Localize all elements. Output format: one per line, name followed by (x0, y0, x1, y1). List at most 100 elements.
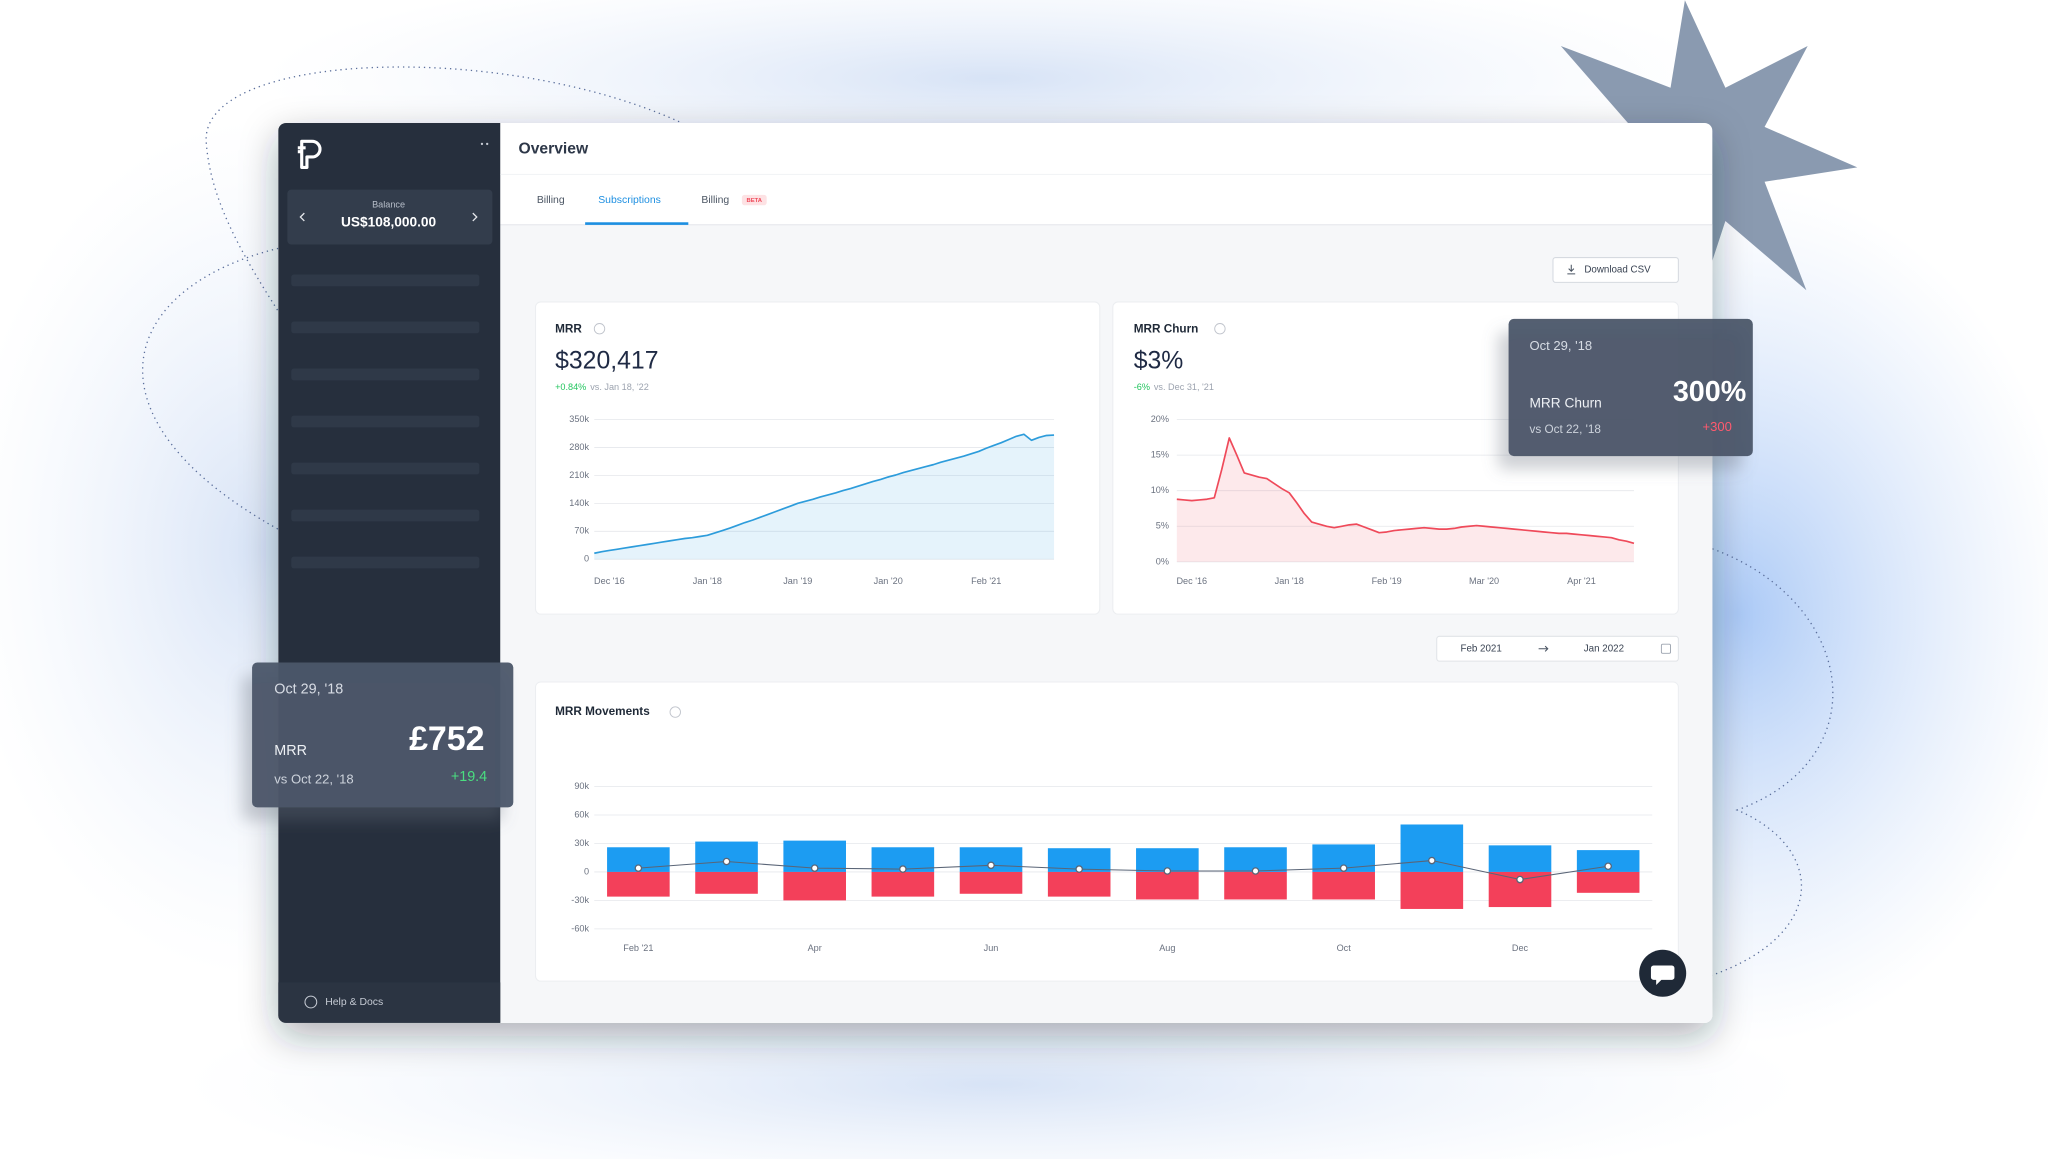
tooltip-box (252, 662, 514, 808)
x-tick-label: Oct (1337, 943, 1352, 953)
bar (1136, 848, 1199, 872)
x-tick-label: Dec '16 (594, 576, 625, 586)
tooltip-comparison: vs Oct 22, '18 (274, 771, 353, 786)
date-to[interactable]: Jan 2022 (1584, 643, 1624, 654)
charts: 0 70k 140k 210k 280k 350k Dec '16 Jan '18 Jan '1… (569, 414, 1653, 953)
info-icon[interactable] (669, 706, 681, 718)
y-tick-label: 0% (1156, 556, 1169, 566)
tooltip (1508, 318, 1753, 457)
x-tick-label: Apr (808, 943, 822, 953)
card-title: MRR Movements (555, 705, 650, 718)
x-tick-label: Mar '20 (1469, 576, 1499, 586)
card (534, 681, 1679, 982)
decor-curve (142, 247, 279, 530)
y-tick-label: 280k (569, 442, 589, 452)
y-tick-label: 350k (569, 414, 589, 424)
change: -6% (1134, 383, 1150, 393)
window-content: Balance US$108,000.00 Help & Docs Overvi… (278, 123, 1713, 1023)
date-range[interactable] (1436, 635, 1679, 662)
prev-arrow[interactable] (299, 212, 305, 222)
help-bar (278, 982, 501, 1023)
y-tick-label: 15% (1151, 450, 1169, 460)
x-tick-label: Jan '18 (1275, 576, 1304, 586)
tooltip-value: 300% (1673, 376, 1746, 408)
divider (500, 173, 1713, 175)
y-tick-label: 5% (1156, 521, 1169, 531)
bar (695, 871, 758, 894)
tab-underline (585, 222, 689, 225)
bar (1400, 871, 1464, 909)
x-tick-label: Dec (1512, 943, 1529, 953)
menu-dot[interactable] (480, 142, 484, 146)
bar (1312, 871, 1375, 900)
bar (1047, 848, 1111, 872)
calendar-icon[interactable] (1660, 643, 1671, 654)
tooltip-date: Oct 29, '18 (274, 682, 343, 698)
bar (1576, 871, 1640, 893)
point (1163, 867, 1172, 875)
comparison: vs. Dec 31, '21 (1154, 383, 1214, 393)
x-tick-label: Feb '21 (623, 943, 653, 953)
bar (1224, 871, 1287, 900)
y-tick-label: -30k (571, 895, 589, 905)
download-icon (1567, 264, 1576, 275)
nav-placeholder[interactable] (291, 368, 480, 381)
point (810, 864, 819, 872)
x-tick-label: Jan '18 (693, 576, 722, 586)
point (634, 864, 643, 872)
comparison: vs. Jan 18, '22 (590, 383, 649, 393)
point (722, 857, 731, 866)
tab[interactable]: Billing (701, 195, 729, 206)
x-tick-label: Feb '19 (1372, 576, 1402, 586)
bar (607, 871, 670, 897)
logo (297, 139, 322, 169)
menu-dot[interactable] (486, 142, 489, 146)
y-tick-label: -60k (571, 923, 589, 933)
nav-placeholder[interactable] (291, 509, 480, 522)
x-tick-label: Feb '21 (971, 576, 1001, 586)
bar (1136, 871, 1199, 900)
bar (1576, 850, 1640, 872)
card-change: -6% vs. Dec 31, '21 (1134, 383, 1214, 393)
y-tick-label: 10% (1151, 485, 1169, 495)
page-title: Overview (519, 140, 589, 157)
tooltip (252, 662, 514, 808)
tooltip-change: +19.4 (451, 769, 487, 785)
help-icon[interactable] (304, 995, 318, 1009)
line (1176, 437, 1635, 545)
divider (500, 224, 1713, 226)
info-icon[interactable] (593, 323, 606, 335)
tooltip-metric: MRR Churn (1529, 395, 1601, 410)
card-value: $320,417 (555, 348, 658, 375)
nav-placeholder[interactable] (291, 321, 480, 334)
chat-icon (1650, 965, 1675, 986)
line (594, 433, 1055, 555)
nav-placeholder[interactable] (291, 415, 480, 428)
badge-text: BETA (747, 198, 763, 204)
nav-placeholder[interactable] (291, 556, 480, 569)
tab[interactable]: Billing (537, 195, 565, 206)
tooltip-change: +300 (1703, 419, 1732, 434)
download-button[interactable] (1552, 257, 1679, 283)
y-tick-label: 60k (574, 809, 589, 819)
nav-placeholder[interactable] (291, 462, 480, 475)
balance-value: US$108,000.00 (341, 215, 437, 230)
card-value: $3% (1134, 348, 1184, 375)
y-tick-label: 0 (584, 554, 589, 564)
tab-active[interactable]: Subscriptions (598, 195, 661, 206)
arrow-icon (1538, 645, 1549, 652)
info-icon[interactable] (1214, 323, 1226, 335)
download-label[interactable]: Download CSV (1584, 265, 1651, 276)
nav-placeholder[interactable] (291, 274, 480, 287)
tooltip-value: £752 (409, 720, 485, 758)
next-arrow[interactable] (472, 212, 478, 222)
bar (783, 871, 846, 901)
line (638, 860, 1609, 881)
balance-label: Balance (372, 200, 405, 210)
date-from[interactable]: Feb 2021 (1460, 643, 1501, 654)
y-tick-label: 70k (574, 526, 589, 536)
decor-curve (1697, 548, 1834, 981)
help-link[interactable]: Help & Docs (325, 997, 383, 1008)
